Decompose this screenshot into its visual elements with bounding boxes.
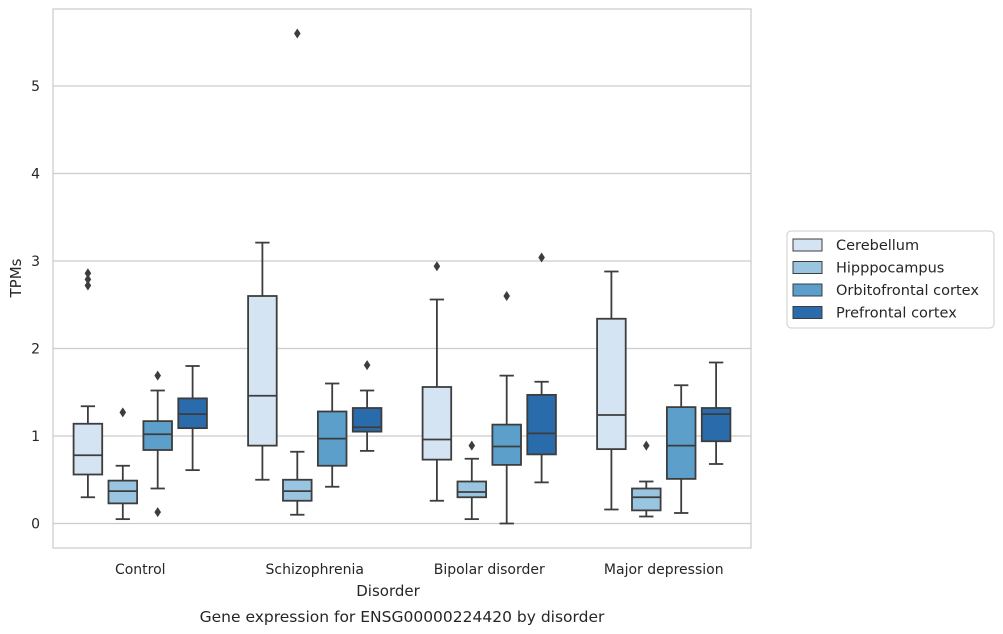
box-iqr: [491, 423, 522, 466]
outlier-point: [643, 440, 650, 451]
box-iqr: [700, 407, 732, 443]
y-axis-title: TPMs: [7, 258, 25, 298]
box-iqr: [142, 420, 173, 451]
box-iqr: [421, 386, 453, 461]
box-group: [456, 440, 488, 521]
x-tick-label: Schizophrenia: [266, 562, 364, 578]
x-tick-label: Control: [115, 562, 166, 578]
y-tick-label: 2: [31, 342, 40, 358]
box-group: [491, 291, 522, 525]
box-group: [107, 407, 139, 521]
box-iqr: [665, 406, 697, 480]
legend-swatch: [792, 238, 823, 252]
box-iqr: [596, 317, 627, 451]
y-tick-label: 0: [31, 517, 40, 533]
legend-swatch: [792, 283, 823, 297]
box-group: [177, 365, 208, 472]
x-axis-title: Disorder: [356, 582, 420, 600]
box-group: [421, 261, 453, 502]
box-group: [142, 370, 173, 518]
box-iqr: [72, 422, 104, 476]
legend-swatch: [792, 261, 823, 274]
outlier-point: [84, 274, 92, 285]
box-group: [247, 241, 278, 481]
y-tick-label: 1: [31, 429, 40, 445]
box-group: [665, 384, 697, 514]
legend-swatch: [792, 306, 823, 319]
box-group: [700, 361, 732, 465]
box-group: [282, 28, 313, 516]
box-group: [596, 270, 627, 511]
y-tick-labels: 0 1 2 3 4 5: [31, 79, 40, 533]
x-tick-label: Bipolar disorder: [434, 562, 545, 578]
box-group: [72, 268, 104, 499]
box-group: [631, 440, 662, 518]
y-tick-label: 4: [31, 167, 40, 183]
outlier-point: [538, 252, 545, 263]
legend-label: Cerebellum: [836, 238, 919, 254]
legend-label: Hipppocampus: [836, 261, 944, 277]
box-iqr: [351, 407, 383, 433]
y-tick-label: 5: [31, 79, 40, 95]
legend-label: Orbitofrontal cortex: [836, 283, 979, 299]
outlier-point: [294, 28, 301, 39]
outlier-point: [154, 370, 161, 381]
outlier-point: [119, 407, 127, 418]
x-tick-label: Major depression: [604, 562, 724, 578]
outlier-point: [363, 360, 371, 371]
outlier-point: [468, 440, 476, 451]
box-iqr: [631, 487, 662, 512]
outlier-point: [503, 291, 510, 301]
outlier-point: [84, 268, 92, 279]
box-group: [316, 382, 348, 488]
chart-caption: Gene expression for ENSG00000224420 by d…: [200, 608, 605, 626]
legend: Cerebellum Hipppocampus Orbitofrontal cort…: [786, 230, 995, 329]
x-tick-labels: Control Schizophrenia Bipolar disorder Majo…: [115, 562, 724, 578]
box-plot-marks: [72, 28, 732, 525]
box-group: [526, 252, 557, 484]
outlier-point: [84, 280, 92, 291]
box-iqr: [456, 480, 488, 499]
outlier-point: [154, 507, 161, 518]
box-iqr: [247, 295, 278, 447]
outlier-point: [433, 261, 441, 272]
box-iqr: [526, 393, 557, 456]
plot-area-frame: [52, 8, 752, 549]
y-tick-label: 3: [31, 254, 40, 270]
legend-label: Prefrontal cortex: [836, 306, 957, 322]
legend-frame: [786, 230, 995, 329]
box-group: [351, 360, 383, 452]
